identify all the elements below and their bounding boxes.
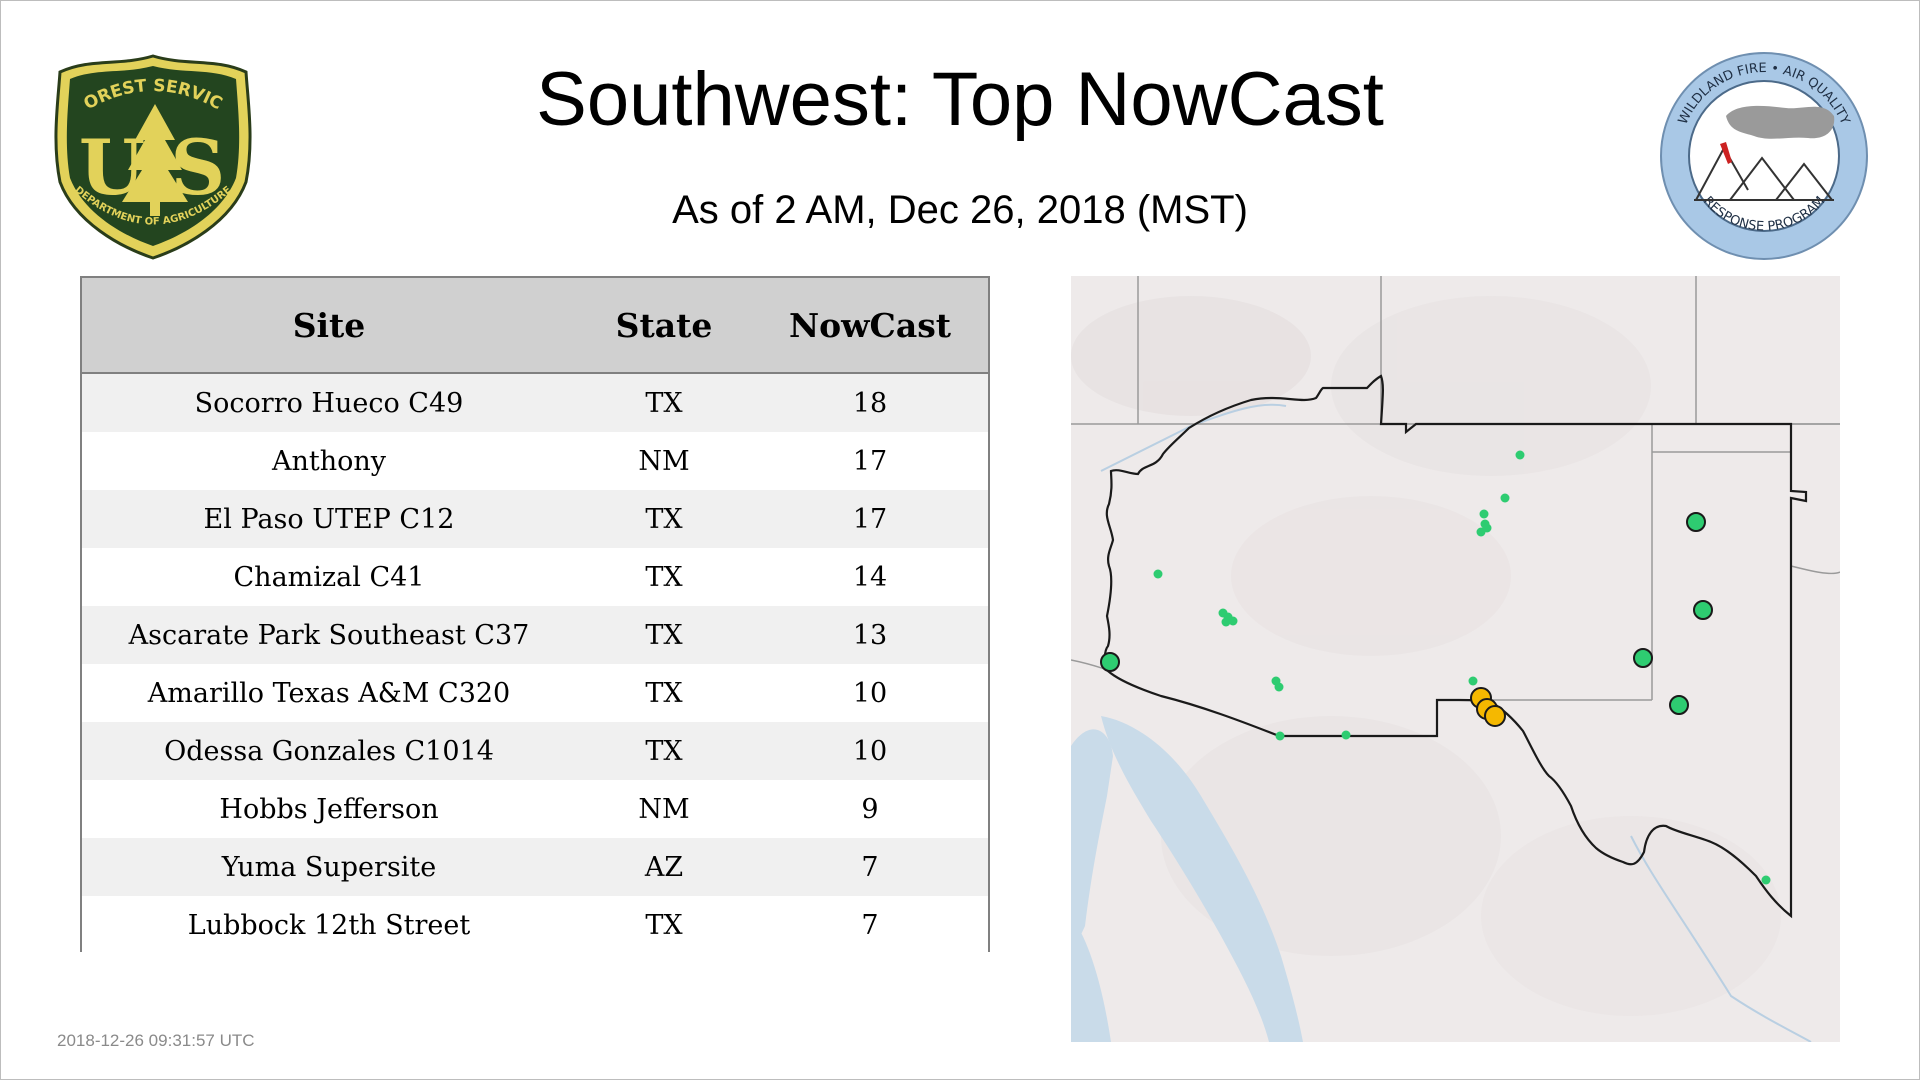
page-subtitle: As of 2 AM, Dec 26, 2018 (MST) <box>672 188 1248 232</box>
site-marker-odessa[interactable] <box>1669 695 1689 715</box>
cell-nowcast: 18 <box>752 373 988 432</box>
cell-site: Anthony <box>82 432 576 490</box>
cell-state: TX <box>576 722 752 780</box>
cell-nowcast: 17 <box>752 432 988 490</box>
table-row: Odessa Gonzales C1014 TX 10 <box>82 722 988 780</box>
site-marker[interactable] <box>1479 509 1489 519</box>
cell-site: Yuma Supersite <box>82 838 576 896</box>
cell-nowcast: 14 <box>752 548 988 606</box>
site-marker[interactable] <box>1341 730 1351 740</box>
table-header-row: Site State NowCast <box>82 278 988 374</box>
cell-state: TX <box>576 373 752 432</box>
site-marker[interactable] <box>1500 493 1510 503</box>
cell-state: TX <box>576 896 752 954</box>
table-row: Socorro Hueco C49 TX 18 <box>82 373 988 432</box>
cell-site: Odessa Gonzales C1014 <box>82 722 576 780</box>
site-marker-hobbs[interactable] <box>1633 648 1653 668</box>
page-title: Southwest: Top NowCast <box>536 57 1384 142</box>
site-marker[interactable] <box>1468 676 1478 686</box>
generated-timestamp: 2018-12-26 09:31:57 UTC <box>57 1031 255 1050</box>
site-marker[interactable] <box>1761 875 1771 885</box>
site-marker[interactable] <box>1515 450 1525 460</box>
wildland-fire-air-quality-logo: WILDLAND FIRE • AIR QUALITY RESPONSE PRO… <box>1660 52 1868 260</box>
cell-site: Socorro Hueco C49 <box>82 373 576 432</box>
site-marker-amarillo[interactable] <box>1686 512 1706 532</box>
site-marker[interactable] <box>1153 569 1163 579</box>
table-row: Hobbs Jefferson NM 9 <box>82 780 988 838</box>
southwest-map[interactable] <box>1071 276 1840 1042</box>
map-land <box>1071 276 1840 1042</box>
site-marker[interactable] <box>1274 682 1284 692</box>
site-markers-moderate <box>1470 687 1506 727</box>
map-canvas[interactable] <box>1071 276 1840 1042</box>
cell-nowcast: 7 <box>752 896 988 954</box>
pine-tree-icon <box>122 104 188 216</box>
cell-site: Lubbock 12th Street <box>82 896 576 954</box>
column-header-nowcast: NowCast <box>752 278 988 374</box>
cell-nowcast: 10 <box>752 664 988 722</box>
forest-service-logo: FOREST SERVICE U S DEPARTMENT OF AGRICUL… <box>50 52 252 260</box>
site-marker-lubbock[interactable] <box>1693 600 1713 620</box>
site-marker[interactable] <box>1228 616 1238 626</box>
region-outline <box>1103 374 1808 919</box>
table-row: El Paso UTEP C12 TX 17 <box>82 490 988 548</box>
cell-state: TX <box>576 606 752 664</box>
cell-state: NM <box>576 432 752 490</box>
table-row: Anthony NM 17 <box>82 432 988 490</box>
cell-nowcast: 13 <box>752 606 988 664</box>
cell-site: El Paso UTEP C12 <box>82 490 576 548</box>
cell-nowcast: 7 <box>752 838 988 896</box>
column-header-site: Site <box>82 278 576 374</box>
cell-state: AZ <box>576 838 752 896</box>
cell-nowcast: 9 <box>752 780 988 838</box>
table-row: Ascarate Park Southeast C37 TX 13 <box>82 606 988 664</box>
smoke-plume-icon <box>1726 105 1835 139</box>
cell-state: TX <box>576 490 752 548</box>
water-body <box>1071 716 1303 1042</box>
site-marker[interactable] <box>1482 523 1492 533</box>
table-row: Yuma Supersite AZ 7 <box>82 838 988 896</box>
nowcast-table: Site State NowCast Socorro Hueco C49 TX … <box>80 276 990 954</box>
site-markers-good <box>1100 512 1713 715</box>
cell-state: NM <box>576 780 752 838</box>
column-header-state: State <box>576 278 752 374</box>
site-markers-small <box>1153 450 1771 885</box>
table-row: Lubbock 12th Street TX 7 <box>82 896 988 954</box>
cell-state: TX <box>576 548 752 606</box>
site-marker[interactable] <box>1221 617 1231 627</box>
site-marker-yuma[interactable] <box>1100 652 1120 672</box>
cell-site: Ascarate Park Southeast C37 <box>82 606 576 664</box>
site-marker[interactable] <box>1275 731 1285 741</box>
table-row: Amarillo Texas A&M C320 TX 10 <box>82 664 988 722</box>
fire-marker-icon <box>1720 142 1732 164</box>
cell-site: Chamizal C41 <box>82 548 576 606</box>
cell-site: Amarillo Texas A&M C320 <box>82 664 576 722</box>
cell-site: Hobbs Jefferson <box>82 780 576 838</box>
cell-nowcast: 17 <box>752 490 988 548</box>
site-marker-socorro-hueco[interactable] <box>1484 705 1506 727</box>
cell-state: TX <box>576 664 752 722</box>
cell-nowcast: 10 <box>752 722 988 780</box>
table-row: Chamizal C41 TX 14 <box>82 548 988 606</box>
